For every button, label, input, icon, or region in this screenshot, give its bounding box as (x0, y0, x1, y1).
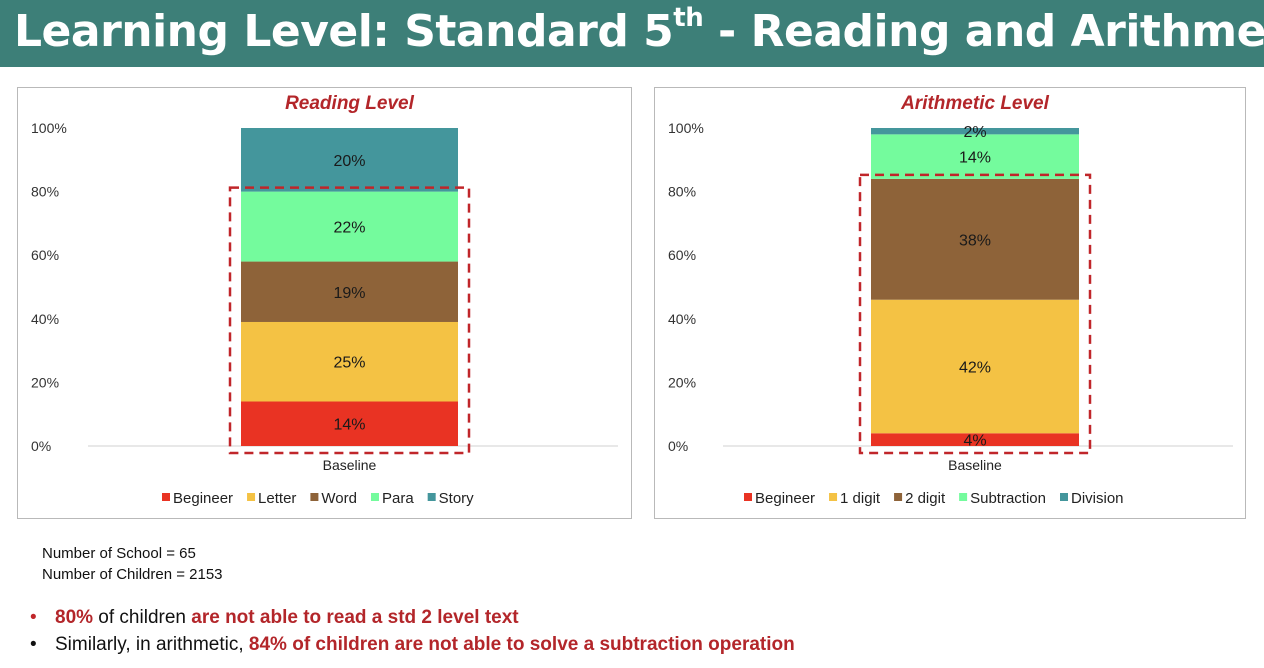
finding-arithmetic-emphasis: 84% of children are not able to solve a … (248, 634, 795, 655)
summary-stats: Number of School = 65 Number of Children… (42, 543, 223, 585)
finding-reading: • 80% of children are not able to read a … (30, 604, 795, 631)
finding-reading-percent: 80% (55, 607, 94, 628)
y-tick-label: 40% (31, 311, 59, 327)
highlight-box (228, 186, 471, 455)
y-tick-label: 100% (668, 120, 704, 136)
finding-reading-text: of children (93, 607, 192, 628)
key-findings-list: • 80% of children are not able to read a … (30, 604, 795, 658)
data-label: 38% (959, 232, 991, 249)
legend-label: Begineer (173, 490, 233, 507)
legend-swatch (1060, 493, 1068, 501)
legend-label: Letter (258, 490, 296, 507)
y-tick-label: 20% (668, 374, 696, 390)
reading-level-chart-panel: Reading Level 0% 20% 40% 60% 80% 100% 14% 25% 19%… (17, 87, 632, 519)
finding-reading-emphasis: are not able to read a std 2 level text (191, 607, 519, 628)
finding-arithmetic-text: Similarly, in arithmetic, (55, 634, 249, 655)
data-label: 42% (959, 360, 991, 377)
data-label: 14% (959, 150, 991, 167)
data-label: 20% (333, 153, 365, 170)
page-title: Learning Level: Standard 5th - Reading a… (14, 3, 1264, 57)
y-tick-label: 80% (668, 184, 696, 200)
chart-title: Reading Level (285, 93, 415, 114)
legend-label: Word (321, 490, 357, 507)
y-tick-label: 60% (668, 247, 696, 263)
bullet-icon: • (30, 607, 37, 628)
bar-segment-1-digit (871, 299, 1079, 434)
y-tick-label: 60% (31, 247, 59, 263)
highlight-box (858, 173, 1092, 455)
children-count: Number of Children = 2153 (42, 566, 223, 583)
title-suffix: - Reading and Arithmetic (718, 6, 1264, 57)
bar-segment-division (871, 128, 1079, 135)
y-tick-label: 40% (668, 311, 696, 327)
bullet-icon: • (30, 634, 37, 655)
data-label: 25% (333, 355, 365, 372)
legend-swatch (427, 493, 436, 501)
legend-label: Begineer (755, 490, 815, 507)
legend-swatch (744, 493, 752, 501)
bar-segment-begineer (241, 401, 458, 446)
finding-arithmetic: • Similarly, in arithmetic, 84% of childr… (30, 631, 795, 658)
x-category-label: Baseline (323, 457, 377, 473)
bar-segment-begineer (871, 433, 1079, 446)
data-label: 22% (333, 220, 365, 237)
legend-label: 1 digit (840, 490, 881, 507)
y-tick-label: 100% (31, 120, 67, 136)
y-tick-label: 0% (668, 438, 688, 454)
arithmetic-level-chart: Arithmetic Level 0% 20% 40% 60% 80% 100% 4% 42% 3… (668, 93, 1233, 507)
title-superscript: th (673, 3, 704, 34)
bar-segment-story (241, 128, 458, 192)
data-label: 14% (333, 417, 365, 434)
bar-segment-2-digit (871, 178, 1079, 300)
legend-swatch (959, 493, 968, 501)
school-count: Number of School = 65 (42, 545, 196, 562)
y-tick-label: 20% (31, 374, 59, 390)
legend-swatch (162, 493, 170, 501)
data-label: 4% (963, 433, 986, 450)
reading-level-chart: Reading Level 0% 20% 40% 60% 80% 100% 14% 25% 19%… (31, 93, 618, 507)
data-label: 2% (963, 124, 986, 141)
legend-swatch (310, 493, 319, 501)
legend-swatch (829, 493, 838, 501)
legend-label: 2 digit (905, 490, 946, 507)
arithmetic-level-chart-panel: Arithmetic Level 0% 20% 40% 60% 80% 100% 4% 42% 3… (654, 87, 1246, 519)
legend-swatch (247, 493, 256, 501)
legend-swatch (894, 493, 903, 501)
data-label: 19% (333, 285, 365, 302)
legend-label: Para (382, 490, 414, 507)
bar-segment-subtraction (871, 134, 1079, 179)
x-category-label: Baseline (948, 457, 1002, 473)
bar-segment-word (241, 261, 458, 322)
legend-label: Story (439, 490, 475, 507)
legend-swatch (370, 493, 379, 501)
y-tick-label: 0% (31, 438, 51, 454)
chart-title: Arithmetic Level (900, 93, 1050, 114)
title-prefix: Learning Level: Standard 5 (14, 6, 674, 57)
legend-label: Division (1071, 490, 1124, 507)
y-tick-label: 80% (31, 184, 59, 200)
legend-label: Subtraction (970, 490, 1046, 507)
bar-segment-letter (241, 321, 458, 402)
bar-segment-para (241, 191, 458, 262)
title-bar: Learning Level: Standard 5th - Reading a… (0, 0, 1264, 67)
